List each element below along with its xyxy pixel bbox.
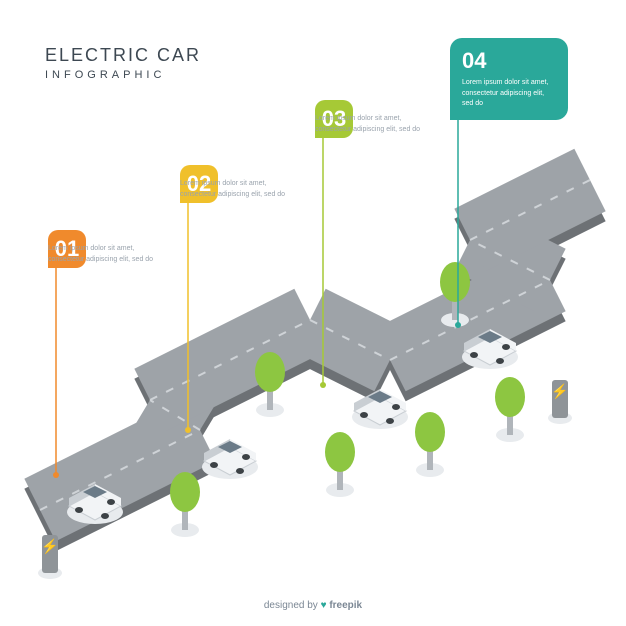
step-body: Lorem ipsum dolor sit amet, consectetur … [462,78,556,110]
svg-text:⚡: ⚡ [551,383,568,400]
step-body: Lorem ipsum dolor sit amet, consectetur … [180,179,292,200]
footer-brand: freepik [329,600,362,611]
step-number: 04 [462,48,556,74]
svg-text:⚡: ⚡ [41,538,58,555]
attribution-footer: designed by ♥ freepik [0,600,626,611]
step-callout-02: 02 Lorem ipsum dolor sit amet, consectet… [180,165,292,200]
footer-prefix: designed by [264,600,318,611]
step-callout-03: 03 Lorem ipsum dolor sit amet, consectet… [315,100,427,135]
step-callout-01: 01 Lorem ipsum dolor sit amet, consectet… [48,230,160,265]
step-callout-04: 04 Lorem ipsum dolor sit amet, consectet… [450,38,562,120]
step-body: Lorem ipsum dolor sit amet, consectetur … [48,244,160,265]
heart-icon: ♥ [321,600,327,611]
step-body: Lorem ipsum dolor sit amet, consectetur … [315,114,427,135]
